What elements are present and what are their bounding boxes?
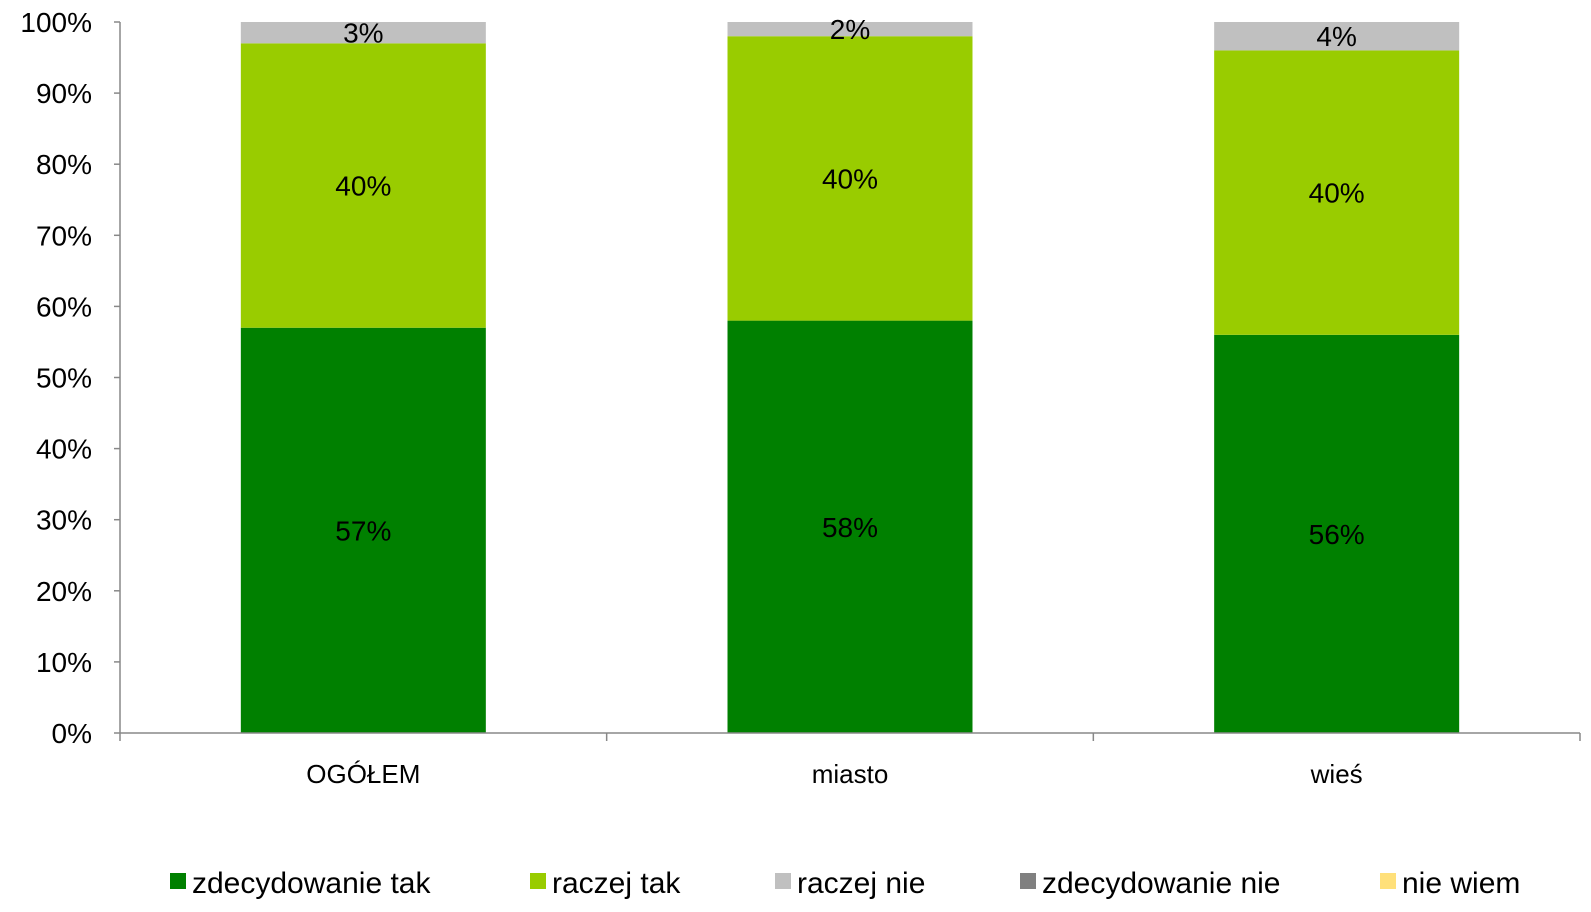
bar-segment	[727, 22, 973, 37]
legend: zdecydowanie tak raczej tak raczej nie zdec…	[170, 867, 1520, 900]
bar-segment	[240, 43, 486, 328]
legend-swatch	[1380, 873, 1396, 889]
y-tick-label: 70%	[36, 220, 92, 251]
data-labels-layer: 57% 40% 3% 58% 40% 2% 56% 40% 4%	[335, 14, 1364, 550]
data-label: 40%	[1309, 178, 1365, 209]
data-label: 40%	[335, 171, 391, 202]
data-label: 3%	[343, 18, 383, 49]
y-tick-label: 20%	[36, 576, 92, 607]
y-tick-label: 0%	[52, 718, 92, 749]
legend-swatch	[530, 873, 546, 889]
legend-label: raczej nie	[797, 867, 925, 900]
axes-layer: OGÓŁEM miasto wieś 0% 10% 20% 30% 40% 50% 60% 70% 8…	[20, 7, 1581, 789]
legend-label: zdecydowanie nie	[1042, 867, 1281, 900]
data-label: 40%	[822, 163, 878, 194]
bar-segment	[1214, 50, 1460, 335]
legend-label: nie wiem	[1402, 867, 1520, 900]
y-tick-label: 50%	[36, 363, 92, 394]
bar-segment	[727, 320, 973, 733]
x-tick-label: miasto	[812, 759, 889, 789]
bar-segment	[1214, 334, 1460, 733]
bar-segment	[1214, 22, 1460, 51]
data-label: 2%	[830, 14, 870, 45]
x-tick-label: wieś	[1310, 759, 1363, 789]
x-tick-label: OGÓŁEM	[306, 759, 420, 789]
y-tick-label: 30%	[36, 505, 92, 536]
legend-label: zdecydowanie tak	[192, 867, 431, 900]
legend-item: raczej tak	[530, 867, 681, 900]
y-tick-label: 80%	[36, 149, 92, 180]
y-tick-label: 90%	[36, 78, 92, 109]
legend-item: zdecydowanie nie	[1020, 867, 1281, 900]
data-label: 57%	[335, 515, 391, 546]
legend-item: nie wiem	[1380, 867, 1520, 900]
legend-item: zdecydowanie tak	[170, 867, 431, 900]
bars-layer	[240, 22, 1460, 733]
legend-item: raczej nie	[775, 867, 925, 900]
data-label: 58%	[822, 512, 878, 543]
legend-swatch	[775, 873, 791, 889]
y-tick-label: 10%	[36, 647, 92, 678]
y-tick-label: 100%	[20, 7, 92, 38]
legend-swatch	[1020, 873, 1036, 889]
data-label: 4%	[1316, 21, 1356, 52]
bar-segment	[727, 36, 973, 321]
bar-segment	[240, 327, 486, 733]
y-tick-label: 60%	[36, 291, 92, 322]
bar-segment	[240, 22, 486, 44]
y-tick-label: 40%	[36, 434, 92, 465]
legend-label: raczej tak	[552, 867, 681, 900]
data-label: 56%	[1309, 519, 1365, 550]
legend-swatch	[170, 873, 186, 889]
